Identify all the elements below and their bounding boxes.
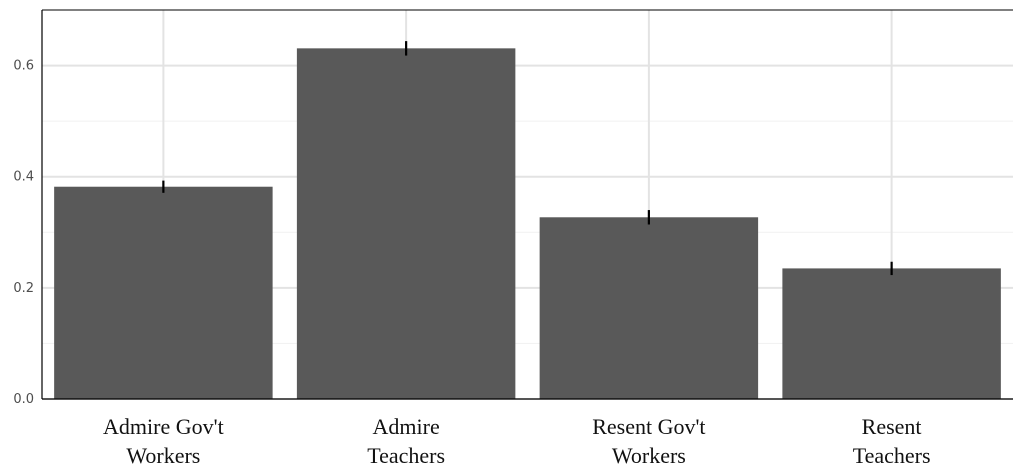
bar	[782, 268, 1001, 399]
y-tick-label: 0.2	[13, 281, 34, 296]
bar	[54, 186, 273, 399]
y-tick-label: 0.4	[13, 170, 34, 185]
x-tick-label: Teachers	[367, 443, 445, 468]
x-tick-label: Resent Gov't	[592, 414, 705, 439]
x-tick-label: Workers	[612, 443, 686, 468]
bar	[539, 217, 759, 399]
bars	[54, 48, 1001, 399]
bar	[296, 48, 516, 399]
y-tick-label: 0.6	[13, 59, 34, 74]
y-tick-label: 0.0	[13, 392, 34, 407]
y-tick-labels: 0.0 0.2 0.4 0.6	[13, 59, 34, 407]
x-tick-label: Resent	[862, 414, 922, 439]
x-tick-label: Admire	[373, 414, 440, 439]
x-category-labels: Admire Gov't Workers Admire Teachers Resent …	[103, 414, 931, 468]
x-tick-label: Teachers	[853, 443, 931, 468]
x-tick-label: Workers	[126, 443, 200, 468]
error-bars	[162, 41, 893, 276]
x-tick-label: Admire Gov't	[103, 414, 224, 439]
